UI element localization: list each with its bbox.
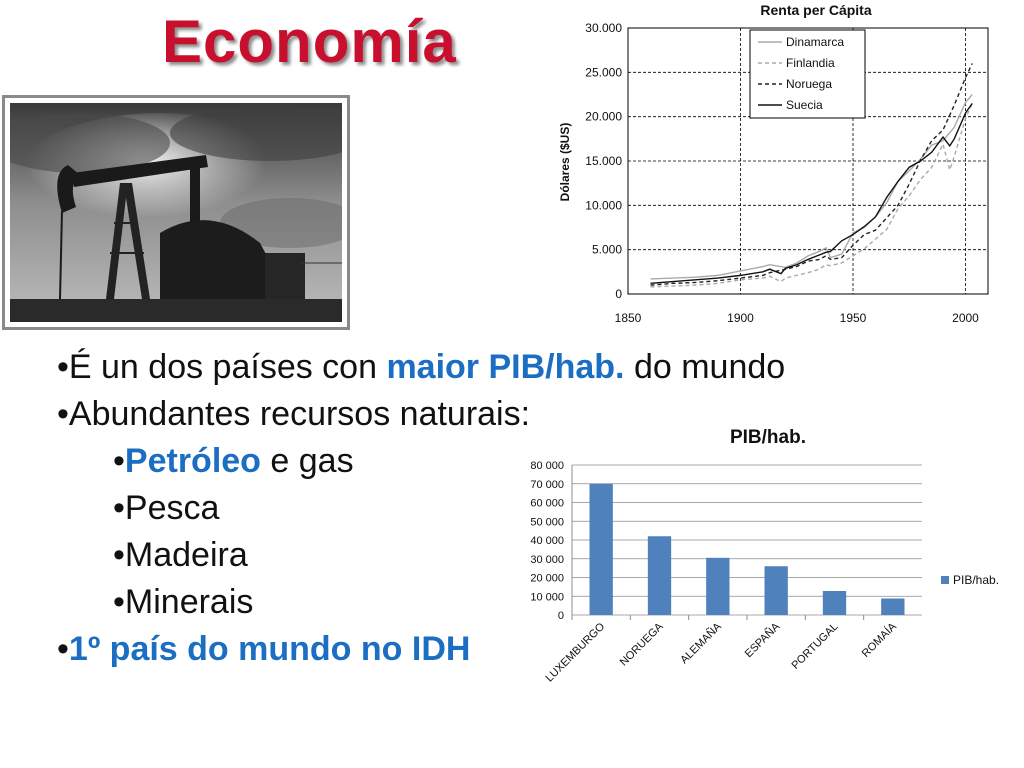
- x-category-label: NORUEGA: [618, 620, 666, 668]
- bullet-suffix: do mundo: [624, 348, 786, 386]
- y-tick-label: 40 000: [530, 535, 564, 547]
- x-category-label: LUXEMBURGO: [543, 620, 607, 684]
- legend-label: Dinamarca: [786, 35, 844, 49]
- y-tick-label: 20.000: [585, 110, 622, 124]
- bullet-prefix: •: [57, 630, 69, 668]
- bullet-highlight: 1º país do mundo no IDH: [68, 630, 471, 668]
- bar-luxemburgo: [589, 483, 613, 615]
- bullet-prefix: •Abundantes recursos naturais:: [57, 395, 531, 433]
- legend-label: Noruega: [786, 77, 832, 91]
- x-category-label: ESPAÑA: [742, 619, 783, 660]
- x-category-label: ALEMAÑA: [678, 619, 725, 666]
- y-tick-label: 0: [615, 287, 622, 301]
- y-tick-label: 60 000: [530, 498, 564, 510]
- bullet-item: •Minerais: [57, 579, 785, 626]
- bullet-prefix: •Pesca: [113, 489, 220, 527]
- bar-chart-title: PIB/hab.: [730, 427, 806, 448]
- legend-label: Suecia: [786, 98, 823, 112]
- y-tick-label: 50 000: [530, 516, 564, 528]
- legend-box: [749, 29, 866, 119]
- bullet-item: •Madeira: [57, 532, 785, 579]
- line-chart-renta: Renta per Cápita Dólares ($US) 0 5.000 10.…: [558, 2, 989, 325]
- bar-noruega: [647, 536, 672, 615]
- slide-title: Economía: [162, 8, 457, 75]
- bullet-prefix: •Madeira: [113, 536, 248, 574]
- bar-alemaña: [706, 557, 730, 615]
- x-tick-label: 1850: [615, 311, 642, 325]
- y-tick-label: 70 000: [530, 479, 564, 491]
- bullet-highlight: Petróleo: [124, 442, 261, 480]
- bullet-prefix: •É un dos países con: [57, 348, 387, 386]
- oil-pump-icon: [10, 103, 342, 322]
- oil-pump-photo: [2, 95, 350, 330]
- bar-españa: [764, 566, 788, 615]
- y-tick-label: 80 000: [530, 460, 564, 472]
- bullet-highlight: maior PIB/hab.: [386, 348, 625, 386]
- bullet-list: •É un dos países con maior PIB/hab. do m…: [57, 344, 785, 673]
- y-tick-label: 5.000: [592, 243, 622, 257]
- y-tick-label: 25.000: [585, 65, 622, 79]
- series-line-suecia: [650, 102, 973, 285]
- x-category-label: PORTUGAL: [789, 621, 840, 672]
- bullet-item: •Petróleo e gas: [57, 438, 785, 485]
- bar-portugal: [822, 591, 847, 615]
- bullet-suffix: e gas: [260, 442, 354, 480]
- y-tick-label: 0: [558, 610, 564, 622]
- plot-frame: [627, 27, 989, 295]
- bar-chart-pib: PIB/hab. 0 10 000 20 000 30 000 40 000 50 000…: [530, 427, 999, 684]
- x-tick-label: 2000: [952, 311, 979, 325]
- bar-romaía: [881, 598, 905, 615]
- legend-label: Finlandia: [786, 56, 835, 70]
- bullet-item: •É un dos países con maior PIB/hab. do m…: [57, 344, 785, 391]
- series-line-noruega: [650, 63, 973, 286]
- series-line-dinamarca: [650, 94, 973, 280]
- x-tick-label: 1950: [840, 311, 867, 325]
- y-tick-label: 20 000: [530, 573, 564, 585]
- y-tick-label: 10.000: [585, 198, 622, 212]
- bullet-item: •Abundantes recursos naturais:: [57, 391, 785, 438]
- y-tick-label: 10 000: [530, 591, 564, 603]
- y-tick-label: 30 000: [530, 554, 564, 566]
- bullet-item: •1º país do mundo no IDH: [57, 626, 785, 673]
- y-tick-label: 15.000: [585, 154, 622, 168]
- legend-label: PIB/hab.: [953, 573, 999, 587]
- legend-swatch: [941, 576, 949, 584]
- x-tick-label: 1900: [727, 311, 754, 325]
- bullet-prefix: •Minerais: [113, 583, 254, 621]
- bullet-item: •Pesca: [57, 485, 785, 532]
- series-line-finlandia: [650, 103, 973, 288]
- bullet-prefix: •: [113, 442, 125, 480]
- line-chart-ylabel: Dólares ($US): [558, 123, 572, 202]
- y-tick-label: 30.000: [585, 21, 622, 35]
- x-category-label: ROMAÍA: [859, 619, 899, 659]
- line-chart-title: Renta per Cápita: [760, 2, 871, 18]
